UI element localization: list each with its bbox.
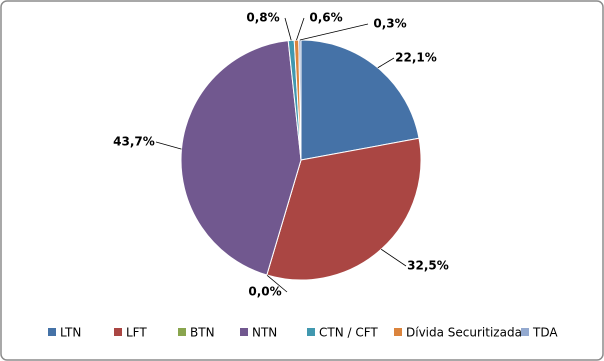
legend-swatch <box>307 328 315 336</box>
legend-label: Dívida Securitizada <box>406 326 522 340</box>
pie-slice <box>180 40 302 276</box>
leader-line <box>284 17 292 41</box>
leader-line <box>266 274 288 293</box>
data-label: 0,3% <box>373 17 406 31</box>
leader-line <box>380 248 407 267</box>
data-label: 22,1% <box>395 51 437 65</box>
legend-label: NTN <box>252 326 277 340</box>
legend-swatch <box>240 328 248 336</box>
legend-label: LFT <box>126 326 147 340</box>
data-label: 0,0% <box>248 285 281 299</box>
data-label: 43,7% <box>113 135 155 149</box>
legend-label: TDA <box>532 326 558 340</box>
leader-line <box>299 23 369 41</box>
legend-swatch <box>48 328 56 336</box>
legend-swatch <box>114 328 122 336</box>
legend-label: BTN <box>190 326 215 340</box>
legend-label: LTN <box>60 326 81 340</box>
data-label: 0,8% <box>246 11 279 25</box>
pie-slice <box>300 39 420 161</box>
legend-swatch <box>394 328 402 336</box>
pie-slice <box>266 137 422 281</box>
legend-swatch <box>521 328 529 336</box>
legend-swatch <box>178 328 186 336</box>
leader-line <box>296 17 305 41</box>
legend-label: CTN / CFT <box>319 326 378 340</box>
data-label: 32,5% <box>407 259 449 273</box>
leader-line <box>155 141 182 150</box>
data-label: 0,6% <box>309 11 342 25</box>
leader-line <box>377 57 395 69</box>
